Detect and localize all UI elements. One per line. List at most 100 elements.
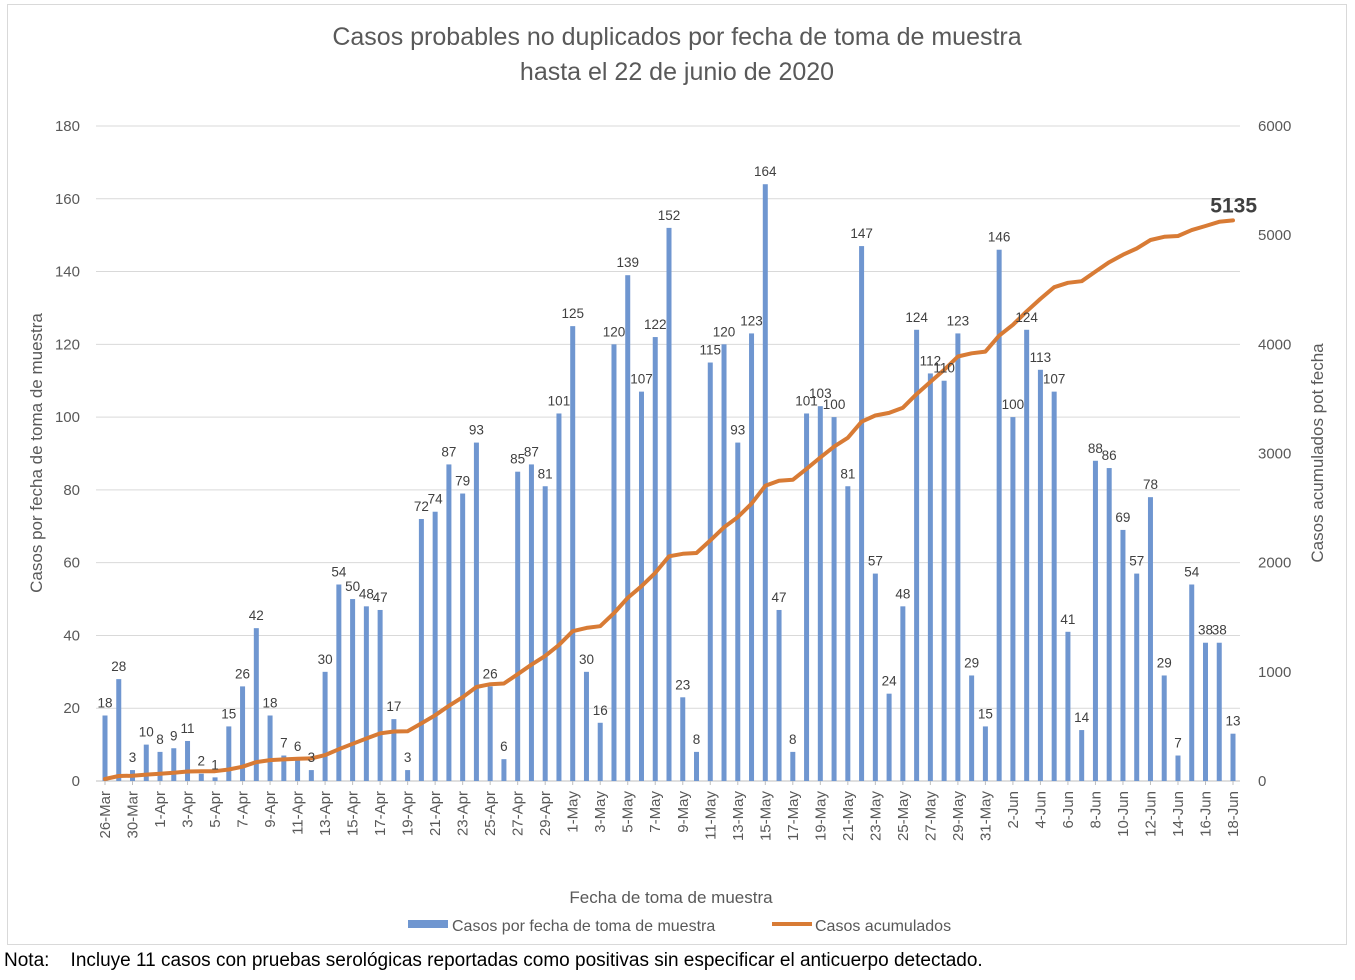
chart-subtitle: hasta el 22 de junio de 2020 bbox=[520, 58, 834, 86]
bar bbox=[611, 344, 617, 781]
bar-data-label: 69 bbox=[1115, 510, 1130, 525]
bar bbox=[1120, 529, 1126, 781]
bar-data-label: 152 bbox=[658, 208, 681, 223]
bar bbox=[872, 573, 878, 781]
bar bbox=[336, 584, 342, 781]
bar bbox=[391, 719, 397, 781]
bar-data-label: 101 bbox=[548, 393, 571, 408]
bar-data-label: 23 bbox=[675, 677, 690, 692]
x-tick-label: 31-May bbox=[977, 791, 994, 842]
bar-data-label: 47 bbox=[373, 590, 388, 605]
bar-data-label: 146 bbox=[988, 230, 1011, 245]
bar bbox=[762, 184, 768, 781]
bar-data-label: 100 bbox=[823, 397, 846, 412]
bar bbox=[1230, 733, 1236, 781]
bar bbox=[1106, 468, 1112, 781]
bar-data-label: 54 bbox=[331, 565, 347, 580]
x-tick-label: 23-Apr bbox=[455, 791, 472, 836]
bar bbox=[1202, 642, 1208, 781]
bar-data-label: 42 bbox=[249, 608, 264, 623]
x-tick-label: 15-Apr bbox=[345, 791, 362, 836]
bar bbox=[927, 373, 933, 781]
bar-data-label: 7 bbox=[280, 736, 288, 751]
x-tick-label: 17-Apr bbox=[372, 791, 389, 836]
x-tick-label: 9-May bbox=[675, 791, 692, 833]
x-tick-label: 1-May bbox=[565, 791, 582, 833]
bar-data-label: 47 bbox=[772, 590, 787, 605]
bar-data-label: 120 bbox=[713, 324, 736, 339]
bar bbox=[625, 275, 631, 781]
bar bbox=[281, 755, 287, 781]
bar-data-label: 26 bbox=[483, 666, 498, 681]
x-tick-label: 23-May bbox=[867, 791, 884, 842]
bar-data-label: 81 bbox=[538, 466, 553, 481]
bar-data-label: 74 bbox=[428, 492, 444, 507]
bar bbox=[776, 609, 782, 781]
x-tick-label: 29-Apr bbox=[537, 791, 554, 836]
bar bbox=[900, 606, 906, 781]
bar bbox=[267, 715, 273, 781]
bar bbox=[542, 486, 548, 781]
bar bbox=[570, 326, 576, 781]
x-tick-label: 21-Apr bbox=[427, 791, 444, 836]
bar-data-label: 9 bbox=[170, 728, 178, 743]
bar-data-label: 15 bbox=[978, 706, 993, 721]
chart: Casos probables no duplicados por fecha … bbox=[27, 23, 1327, 935]
footnote: Nota: Incluye 11 casos con pruebas serol… bbox=[4, 950, 983, 972]
x-tick-label: 29-May bbox=[950, 791, 967, 842]
bar-data-label: 8 bbox=[789, 732, 797, 747]
bar-data-label: 101 bbox=[795, 393, 818, 408]
bar-data-label: 93 bbox=[730, 423, 745, 438]
bar-data-label: 57 bbox=[1129, 554, 1144, 569]
bar-data-label: 50 bbox=[345, 579, 360, 594]
bar bbox=[735, 442, 741, 781]
bar bbox=[1216, 642, 1222, 781]
bar bbox=[1147, 497, 1153, 781]
bar-series bbox=[102, 184, 1236, 782]
bar-data-label: 110 bbox=[933, 361, 955, 376]
note-text: Incluye 11 casos con pruebas serológicas… bbox=[70, 950, 983, 971]
bar-data-label: 115 bbox=[700, 343, 722, 358]
bar-data-label: 3 bbox=[129, 750, 137, 765]
cumulative-line bbox=[103, 218, 1235, 781]
x-tick-label: 1-Apr bbox=[152, 791, 169, 828]
bar bbox=[707, 362, 713, 781]
x-tick-label: 7-Apr bbox=[235, 791, 252, 828]
bar-data-label: 85 bbox=[510, 452, 525, 467]
bar-data-label: 18 bbox=[97, 696, 112, 711]
x-tick-label: 11-May bbox=[702, 791, 719, 840]
bar-data-label: 17 bbox=[386, 699, 401, 714]
chart-title: Casos probables no duplicados por fecha … bbox=[332, 23, 1021, 51]
bar-data-label: 54 bbox=[1184, 565, 1200, 580]
x-tick-label: 6-Jun bbox=[1060, 791, 1077, 829]
bar bbox=[116, 679, 122, 781]
bar-data-label: 11 bbox=[181, 721, 195, 736]
bar bbox=[350, 599, 356, 781]
bar bbox=[528, 464, 534, 781]
bar bbox=[680, 697, 686, 781]
bar bbox=[171, 748, 177, 781]
bar-data-label: 38 bbox=[1198, 623, 1213, 638]
bar bbox=[295, 759, 301, 781]
x-tick-label: 19-May bbox=[812, 791, 829, 842]
bar-data-label: 57 bbox=[868, 554, 883, 569]
bar bbox=[955, 333, 961, 781]
bar-data-label: 72 bbox=[414, 499, 429, 514]
bar bbox=[1051, 391, 1057, 781]
bar bbox=[1189, 584, 1195, 781]
legend-label-bars: Casos por fecha de toma de muestra bbox=[452, 918, 715, 935]
bar bbox=[804, 413, 810, 781]
bar bbox=[941, 380, 947, 781]
x-tick-label: 17-May bbox=[785, 791, 802, 842]
bar bbox=[583, 671, 589, 781]
gridlines bbox=[96, 125, 1240, 782]
bar-data-label: 8 bbox=[156, 732, 164, 747]
bar-data-label: 29 bbox=[1157, 655, 1172, 670]
x-tick-label: 25-Apr bbox=[482, 791, 499, 836]
y2-axis-title: Casos acumulados pot fecha bbox=[1308, 343, 1327, 563]
bar-data-label: 103 bbox=[809, 386, 832, 401]
note-label: Nota: bbox=[4, 950, 50, 971]
x-tick-label: 5-Apr bbox=[207, 791, 224, 828]
y-tick-label: 40 bbox=[63, 627, 80, 644]
